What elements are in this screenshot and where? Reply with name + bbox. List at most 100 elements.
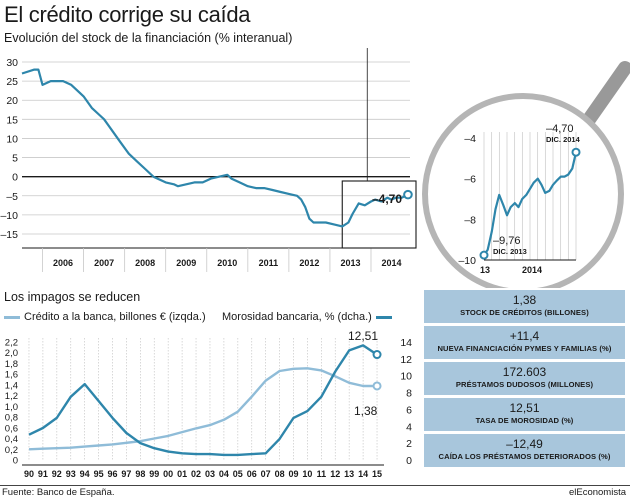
bot-right-tick-label: 10 [400, 371, 412, 383]
bot-left-tick-label: 0,2 [5, 445, 18, 456]
main-ytick-label: 30 [6, 57, 18, 69]
bot-xtick-label: 06 [247, 469, 257, 479]
bot-right-tick-label: 6 [406, 404, 412, 416]
stat-prestamos-dudosos: 172.603 PRÉSTAMOS DUDOSOS (MILLONES) [424, 362, 625, 395]
stat-value: +11,4 [509, 329, 540, 343]
main-ytick-label: 5 [12, 153, 18, 165]
bot-right-tick-label: 0 [406, 455, 412, 467]
bot-xtick-label: 95 [94, 469, 104, 479]
bot-xtick-label: 97 [121, 469, 131, 479]
stat-value: 172.603 [502, 365, 547, 379]
stat-label: TASA DE MOROSIDAD (%) [475, 416, 574, 425]
callout-box [341, 180, 417, 249]
bot-left-tick-label: 1,2 [5, 391, 18, 402]
bot-xtick-label: 90 [24, 469, 34, 479]
stat-label: STOCK DE CRÉDITOS (BILLONES) [460, 308, 589, 317]
stat-caida-prestamos: –12,49 CAÍDA LOS PRÉSTAMOS DETERIORADOS … [424, 434, 625, 467]
bot-xtick-label: 03 [205, 469, 215, 479]
stat-label: NUEVA FINANCIACIÓN PYMES Y FAMILIAS (%) [437, 344, 612, 353]
bot-xtick-label: 96 [107, 469, 117, 479]
legend-credito-swatch [4, 315, 20, 319]
main-xtick-label: 2007 [94, 258, 114, 268]
section-title-impagos: Los impagos se reducen [4, 290, 141, 304]
bot-xtick-label: 92 [52, 469, 62, 479]
main-xtick-label: 2010 [217, 258, 237, 268]
morosidad-end-point [372, 350, 382, 360]
main-xtick-label: 2014 [382, 258, 402, 268]
bot-xtick-label: 09 [288, 469, 298, 479]
credito-end-point [372, 381, 382, 391]
credit-line [21, 68, 409, 228]
bot-right-tick-label: 8 [406, 388, 412, 400]
main-xtick-label: 2008 [135, 258, 155, 268]
bot-right-tick-label: 12 [400, 354, 412, 366]
bot-right-tick-label: 14 [400, 337, 412, 349]
stat-label: CAÍDA LOS PRÉSTAMOS DETERIORADOS (%) [438, 452, 611, 461]
stats-panel: 1,38 STOCK DE CRÉDITOS (BILLONES) +11,4 … [424, 290, 625, 470]
zoom-start-point [479, 250, 489, 260]
stat-label: PRÉSTAMOS DUDOSOS (MILLONES) [455, 380, 594, 389]
bot-xtick-label: 12 [330, 469, 340, 479]
morosidad-line [28, 344, 378, 457]
zoom-annotation-start-value: –9,76 [493, 235, 521, 247]
legend-morosidad-swatch [375, 315, 392, 319]
stat-tasa-morosidad: 12,51 TASA DE MOROSIDAD (%) [424, 398, 625, 431]
bot-left-tick-label: 1,4 [5, 380, 18, 391]
zoom-annotation-start-date: DIC. 2013 [493, 247, 527, 256]
bot-left-tick-label: 0 [13, 456, 18, 467]
zoom-annotation-end-value: –4,70 [546, 123, 574, 135]
bot-right-tick-label: 4 [406, 421, 412, 433]
main-xtick-label: 2006 [53, 258, 73, 268]
bot-xtick-label: 91 [38, 469, 48, 479]
zoom-ytick-label: –10 [458, 255, 476, 267]
bot-left-tick-label: 2,0 [5, 348, 18, 359]
zoom-ytick-label: –8 [464, 214, 476, 226]
stat-value: –12,49 [506, 437, 543, 451]
bot-xtick-label: 13 [344, 469, 354, 479]
bot-left-tick-label: 1,0 [5, 402, 18, 413]
main-xtick-label: 2009 [176, 258, 196, 268]
main-xtick-label: 2012 [299, 258, 319, 268]
zoom-ytick-label: –4 [464, 133, 476, 145]
brand-name: elEconomista [568, 487, 626, 498]
bot-xtick-label: 01 [177, 469, 187, 479]
zoom-xtick-13: 13 [480, 265, 490, 275]
main-end-point [403, 189, 413, 200]
bot-xtick-label: 93 [66, 469, 76, 479]
bot-right-tick-label: 2 [406, 438, 412, 450]
bottom-chart: 2,22,01,81,61,41,21,00,80,60,40,20 14121… [5, 329, 412, 479]
bot-xtick-label: 04 [219, 469, 229, 479]
credito-end-label: 1,38 [354, 404, 378, 418]
zoom-ytick-label: –6 [464, 174, 476, 186]
chart-subtitle: Evolución del stock de la financiación (… [4, 31, 293, 45]
legend-morosidad-label: Morosidad bancaria, % (dcha.) [222, 311, 372, 323]
legend-credito-label: Crédito a la banca, billones € (izqda.) [24, 311, 206, 323]
stat-value: 12,51 [509, 401, 540, 415]
bot-xtick-label: 08 [275, 469, 285, 479]
credito-line [28, 367, 377, 451]
source-note: Fuente: Banco de España. [2, 487, 115, 498]
bot-xtick-label: 99 [149, 469, 159, 479]
bot-left-tick-label: 0,8 [5, 413, 18, 424]
main-chart: 30 25 20 15 10 5 0 –5 –10 –15 2006 2007 2008 2009 201… [0, 48, 630, 288]
main-ytick-label: 25 [6, 76, 18, 88]
footer-divider [0, 485, 630, 486]
bot-xtick-label: 14 [358, 469, 368, 479]
main-ytick-label: 15 [6, 114, 18, 126]
zoom-xtick-2014: 2014 [522, 265, 542, 275]
bot-xtick-label: 07 [261, 469, 271, 479]
legend-credito: Crédito a la banca, billones € (izqda.) [4, 311, 206, 323]
stat-stock-creditos: 1,38 STOCK DE CRÉDITOS (BILLONES) [424, 290, 625, 323]
bot-xtick-label: 00 [163, 469, 173, 479]
bot-xtick-label: 10 [302, 469, 312, 479]
page-title: El crédito corrige su caída [4, 2, 251, 27]
main-ytick-label: –10 [0, 210, 18, 222]
bot-left-tick-label: 0,4 [5, 434, 18, 445]
main-ytick-label: –15 [0, 229, 18, 241]
main-xtick-label: 2013 [340, 258, 360, 268]
bot-left-tick-label: 1,8 [5, 359, 18, 370]
main-xtick-label: 2011 [259, 258, 279, 268]
callout-connector [366, 48, 368, 181]
bot-xtick-label: 15 [372, 469, 382, 479]
bot-xtick-label: 02 [191, 469, 201, 479]
